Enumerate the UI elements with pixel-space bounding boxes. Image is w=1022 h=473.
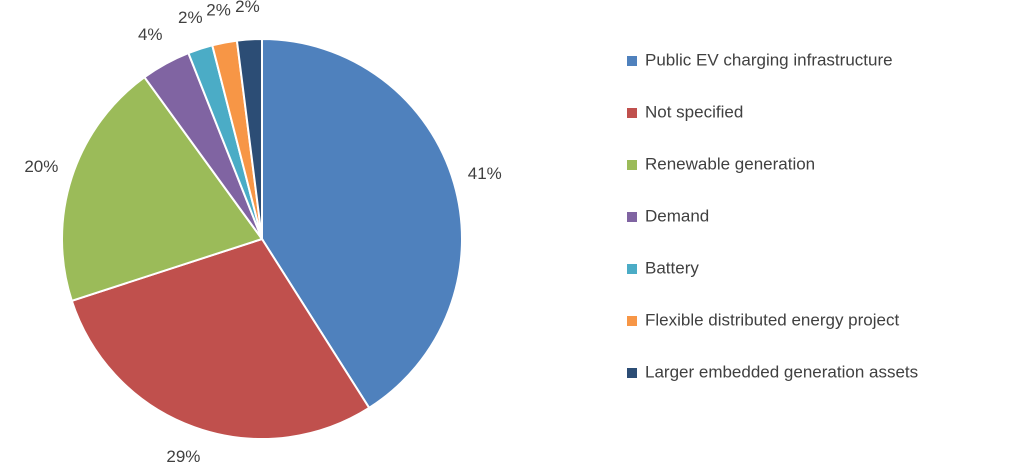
legend-swatch: [627, 212, 637, 222]
legend-swatch: [627, 108, 637, 118]
legend-label: Renewable generation: [645, 154, 815, 173]
pie-slice: [61, 75, 264, 303]
pie-slice: [261, 37, 463, 410]
data-label: 2%: [178, 8, 203, 27]
legend-swatch: [627, 368, 637, 378]
data-label: 41%: [468, 164, 502, 183]
data-label: 4%: [138, 25, 163, 44]
data-label: 29%: [166, 447, 200, 466]
data-label: 2%: [235, 0, 260, 16]
data-label: 20%: [24, 157, 58, 176]
legend-label: Public EV charging infrastructure: [645, 50, 893, 69]
legend-swatch: [627, 264, 637, 274]
legend-label: Not specified: [645, 102, 743, 121]
pie-slice: [235, 37, 263, 240]
data-label: 2%: [206, 1, 231, 20]
legend-label: Flexible distributed energy project: [645, 310, 899, 329]
legend-label: Battery: [645, 258, 699, 277]
legend-label: Demand: [645, 206, 709, 225]
pie-slice: [70, 237, 371, 440]
legend-swatch: [627, 160, 637, 170]
legend-swatch: [627, 56, 637, 66]
legend-label: Larger embedded generation assets: [645, 362, 918, 381]
legend-swatch: [627, 316, 637, 326]
